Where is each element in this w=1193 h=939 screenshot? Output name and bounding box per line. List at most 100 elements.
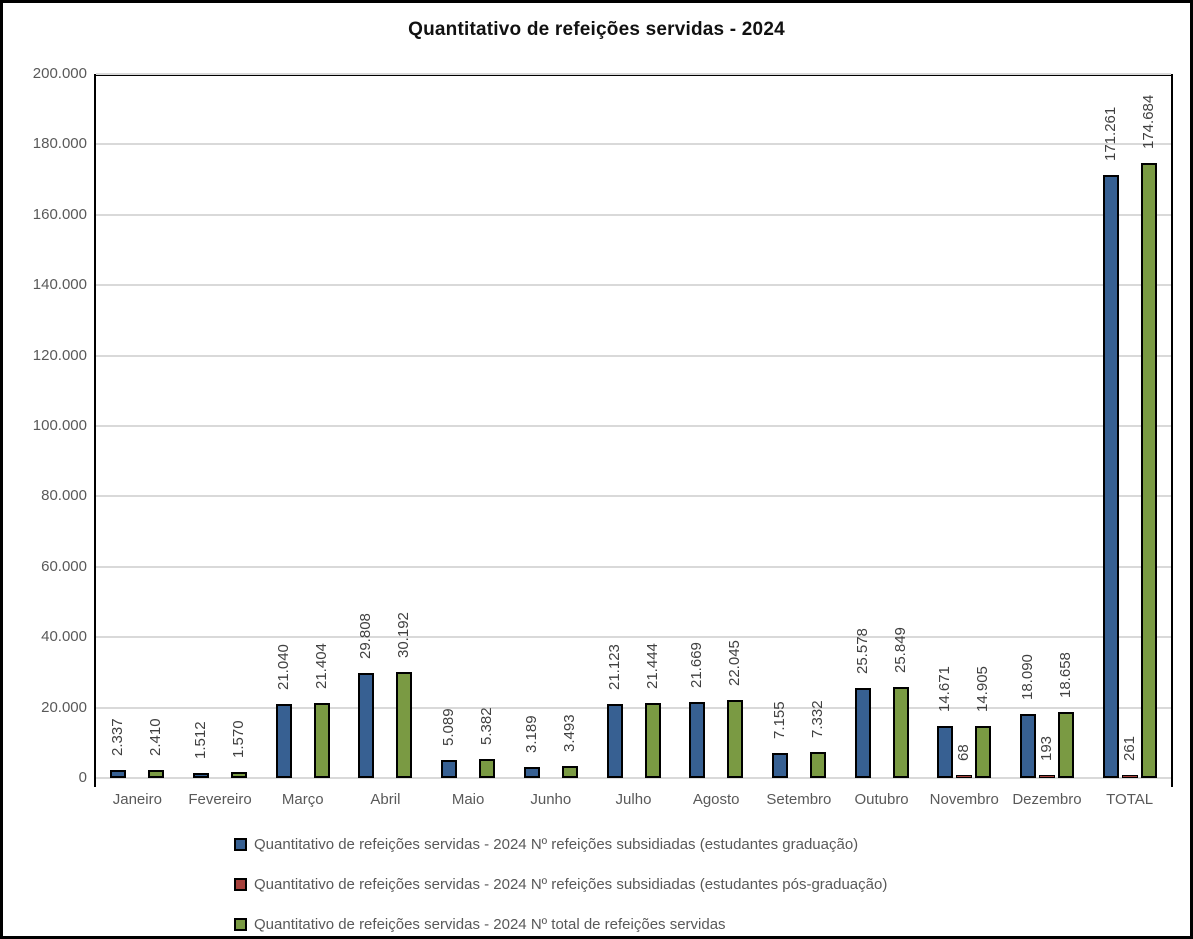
data-label: 2.410 [147, 717, 165, 756]
x-tick-label-outubro: Outubro [854, 791, 909, 808]
gridline [96, 706, 1171, 709]
bar-series1-junho [523, 766, 540, 778]
bar-series3-agosto [727, 700, 744, 778]
data-label: 261 [1120, 735, 1138, 761]
bar-series1-julho [606, 703, 623, 778]
bar-series1-agosto [689, 701, 706, 778]
gridline [96, 636, 1171, 639]
bar-series1-janeiro [110, 769, 127, 778]
data-label: 18.090 [1018, 654, 1036, 701]
legend-label: Quantitativo de refeições servidas - 202… [254, 915, 726, 933]
data-label: 14.905 [974, 665, 992, 712]
chart-title: Quantitativo de refeições servidas - 202… [408, 19, 785, 40]
y-axis-line [94, 74, 96, 787]
plot-top-border [94, 74, 1173, 76]
bar-series1-setembro [771, 752, 788, 778]
data-label: 174.684 [1139, 94, 1157, 150]
data-label: 68 [955, 744, 973, 761]
y-tick-label: 20.000 [41, 698, 87, 716]
data-label: 30.192 [395, 611, 413, 658]
x-tick-label-novembro: Novembro [929, 791, 999, 808]
legend-swatch-icon [234, 877, 247, 891]
bar-series2-novembro [956, 775, 973, 778]
data-label: 5.089 [440, 708, 458, 747]
x-tick-label-junho: Junho [530, 791, 572, 808]
x-axis-baseline [96, 777, 1171, 779]
plot-area [96, 73, 1171, 779]
data-label: 1.512 [192, 721, 210, 759]
data-label: 7.155 [770, 701, 788, 739]
x-tick-label-maio: Maio [451, 791, 485, 808]
data-label: 25.849 [891, 627, 909, 673]
gridline [96, 425, 1171, 427]
x-tick-label-abril: Abril [370, 791, 401, 808]
x-tick-label-total: TOTAL [1106, 791, 1154, 808]
bar-series1-outubro [854, 687, 871, 778]
bar-series3-novembro [975, 725, 992, 778]
data-label: 171.261 [1101, 106, 1119, 162]
data-label: 3.493 [560, 714, 578, 752]
bar-series3-janeiro [148, 769, 165, 778]
x-tick-label-janeiro: Janeiro [112, 791, 162, 808]
gridline [96, 284, 1171, 287]
data-label: 29.808 [357, 613, 375, 660]
x-tick-label-fevereiro: Fevereiro [188, 791, 252, 808]
bar-series3-maio [479, 759, 496, 778]
x-tick-label-setembro: Setembro [766, 791, 832, 808]
bar-series1-dezembro [1019, 714, 1036, 778]
data-label: 1.570 [230, 720, 248, 759]
bar-series2-total [1121, 775, 1138, 778]
y-tick-label: 100.000 [32, 417, 87, 434]
legend-swatch-icon [234, 917, 247, 931]
y-tick-label: 180.000 [32, 135, 87, 153]
data-label: 25.578 [853, 628, 871, 674]
x-tick-label-dezembro: Dezembro [1012, 791, 1082, 808]
bar-series3-total [1140, 163, 1157, 778]
legend-item-series3: Quantitativo de refeições servidas - 202… [234, 915, 726, 933]
bar-series3-outubro [892, 687, 909, 778]
data-label: 22.045 [726, 640, 744, 687]
bar-series1-total [1102, 175, 1119, 778]
x-tick-label-agosto: Agosto [692, 791, 740, 808]
legend-item-series1: Quantitativo de refeições servidas - 202… [234, 835, 859, 853]
bar-series3-dezembro [1057, 712, 1074, 778]
data-label: 3.189 [522, 715, 540, 753]
plot-right-border [1171, 74, 1173, 787]
gridline [96, 73, 1171, 75]
bar-series1-abril [358, 673, 375, 778]
bar-series1-março [275, 703, 292, 778]
bar-series1-maio [441, 760, 458, 778]
gridline [96, 565, 1171, 568]
data-label: 21.444 [643, 642, 661, 689]
data-label: 193 [1037, 735, 1055, 761]
bar-series3-setembro [809, 752, 826, 778]
y-tick-label: 40.000 [41, 628, 87, 646]
bar-series1-novembro [937, 726, 954, 778]
data-label: 21.040 [274, 644, 292, 690]
bar-series2-dezembro [1038, 775, 1055, 778]
y-tick-label: 200.000 [32, 65, 87, 82]
y-tick-label: 140.000 [32, 276, 87, 294]
bar-series3-abril [396, 671, 413, 778]
data-label: 7.332 [808, 700, 826, 739]
bar-series1-fevereiro [193, 772, 210, 778]
gridline [96, 354, 1171, 357]
data-label: 5.382 [478, 707, 496, 746]
y-tick-label: 160.000 [32, 205, 87, 223]
legend-swatch-icon [234, 837, 247, 851]
data-label: 21.123 [605, 643, 623, 690]
x-tick-label-julho: Julho [615, 791, 652, 808]
gridline [96, 143, 1171, 146]
x-tick-label-março: Março [281, 791, 324, 808]
y-tick-label: 60.000 [41, 557, 87, 575]
data-label: 21.669 [688, 641, 706, 688]
data-label: 21.404 [312, 642, 330, 689]
bar-series3-junho [561, 765, 578, 778]
y-tick-label: 120.000 [32, 346, 87, 364]
legend-label: Quantitativo de refeições servidas - 202… [254, 835, 859, 853]
bar-series3-março [313, 702, 330, 778]
bar-series3-fevereiro [231, 772, 248, 778]
bar-series3-julho [644, 702, 661, 778]
data-label: 2.337 [109, 718, 127, 756]
